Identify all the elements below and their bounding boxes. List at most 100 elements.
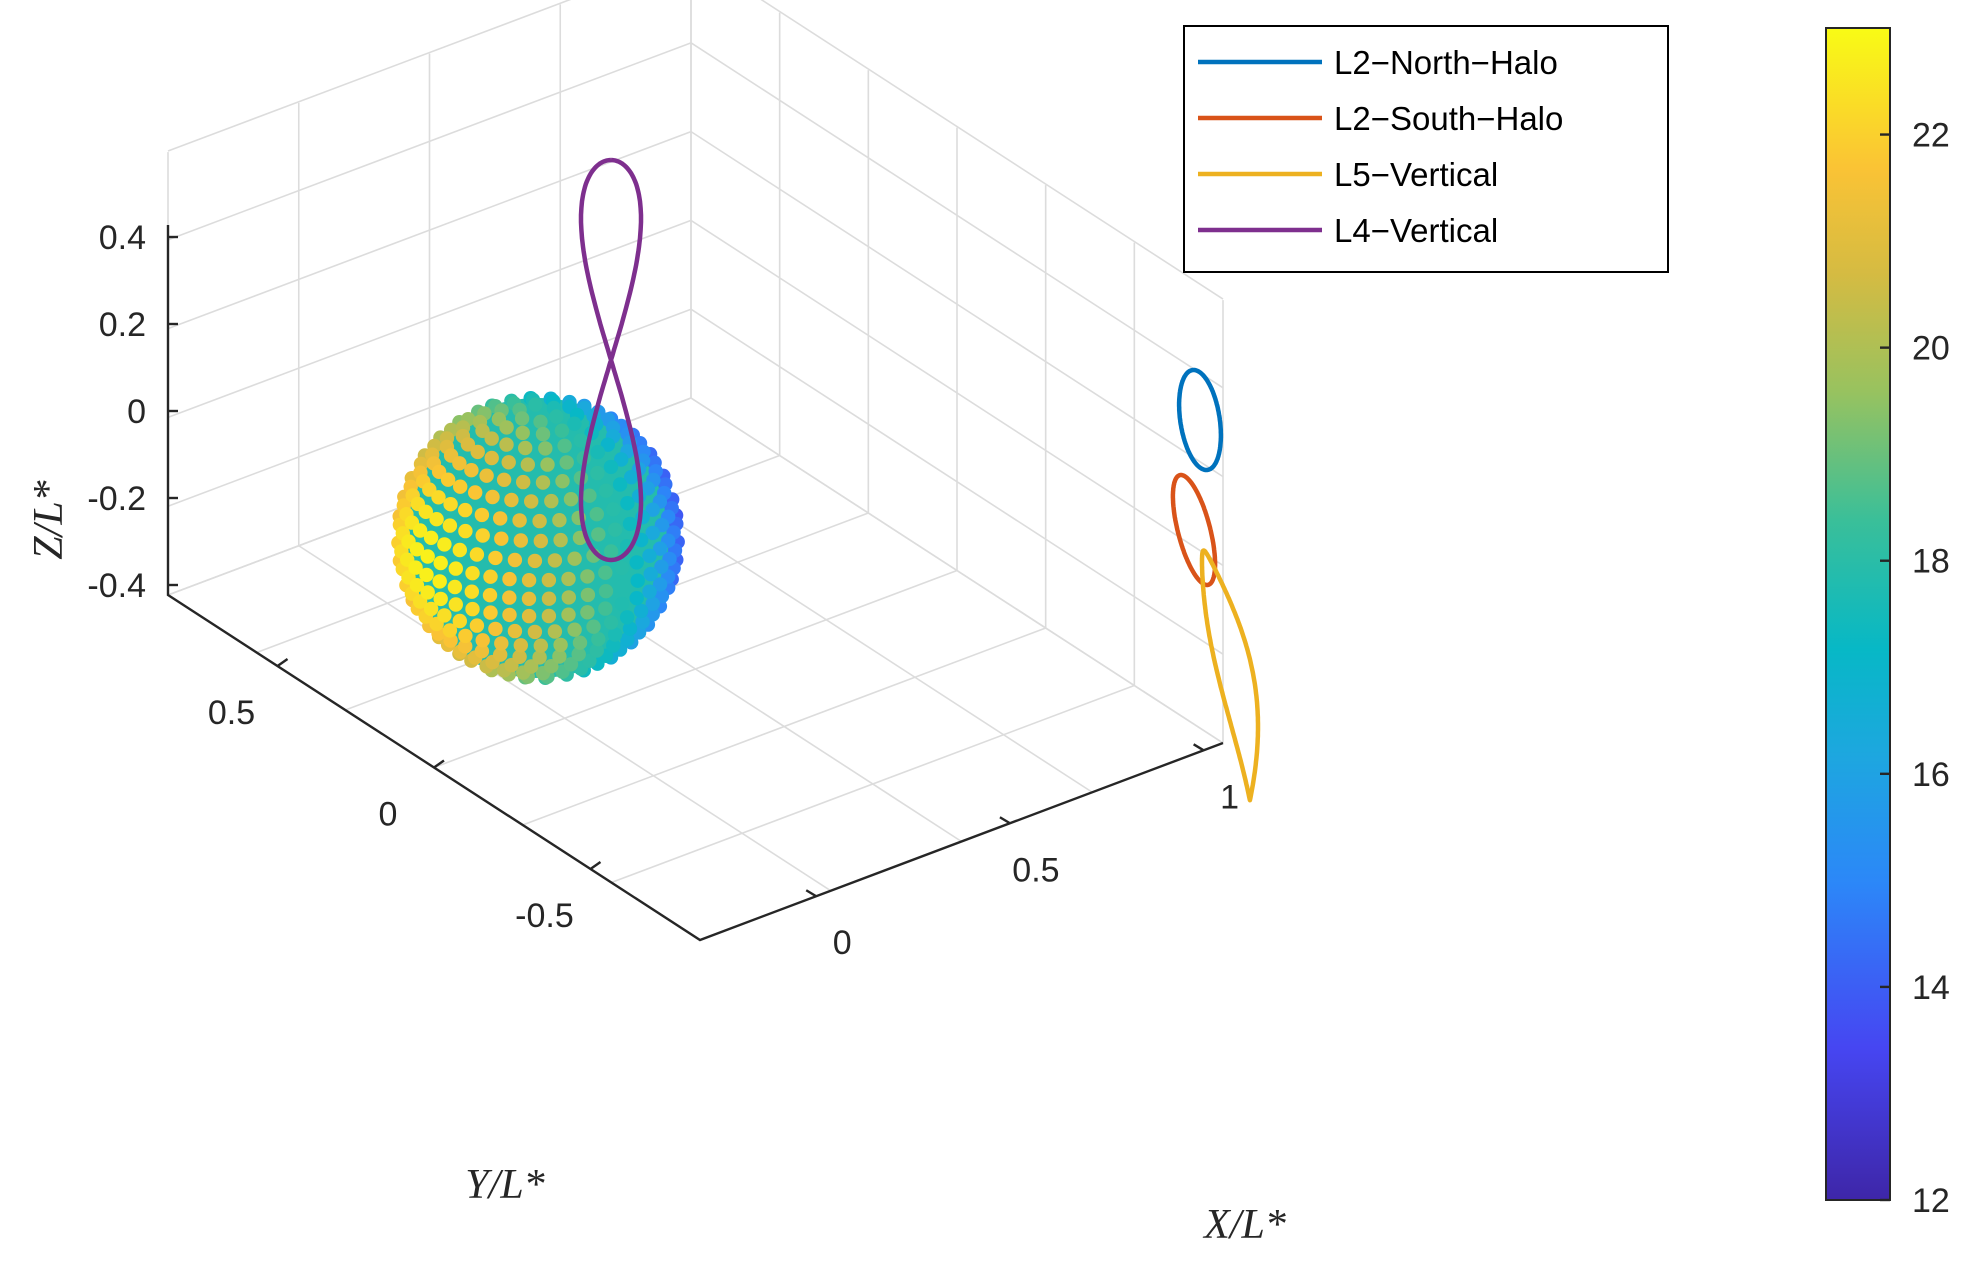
sphere-point <box>633 603 649 619</box>
sphere-point <box>484 450 499 466</box>
sphere-point <box>532 513 547 529</box>
sphere-point <box>520 457 535 472</box>
sphere-point <box>458 502 473 518</box>
sphere-point <box>540 457 555 472</box>
sphere-point <box>573 433 588 448</box>
series-line <box>578 157 644 563</box>
sphere-point <box>652 577 668 592</box>
sphere-point <box>493 647 508 662</box>
sphere-point <box>549 409 564 424</box>
sphere-point <box>514 411 530 426</box>
series-line <box>1176 367 1224 473</box>
sphere-point <box>521 591 537 606</box>
sphere-point <box>642 584 657 599</box>
sphere-point <box>524 494 539 509</box>
sphere-point <box>469 618 485 633</box>
sphere-point <box>624 470 639 485</box>
sphere-point <box>443 497 458 512</box>
sphere-point <box>419 567 434 583</box>
sphere-point <box>600 437 615 452</box>
sphere-point <box>501 455 516 470</box>
sphere-point <box>512 649 527 664</box>
sphere-point <box>521 573 537 588</box>
sphere-point <box>589 507 604 522</box>
sphere-point <box>612 477 628 492</box>
sphere-point <box>516 474 531 490</box>
sphere-point <box>488 550 503 566</box>
sphere-point <box>603 615 619 630</box>
sphere-point <box>420 549 435 564</box>
sphere-point <box>580 605 595 620</box>
sphere-point <box>622 516 638 532</box>
sphere-point <box>591 527 606 542</box>
sphere-point <box>452 456 467 471</box>
sphere-point <box>479 468 494 483</box>
sphere-point <box>412 523 428 538</box>
sphere-point <box>527 624 543 640</box>
sphere-point <box>502 590 517 605</box>
sphere-point <box>485 489 500 505</box>
sphere-point <box>598 584 614 599</box>
sphere-point <box>420 585 435 600</box>
sphere-point <box>447 579 463 595</box>
x-tick-label: 0.5 <box>1012 851 1059 889</box>
sphere-point <box>533 533 548 549</box>
sphere-point <box>553 637 568 653</box>
sphere-point <box>482 588 498 603</box>
sphere-point <box>437 537 452 552</box>
sphere-point <box>603 459 619 475</box>
sphere-point <box>620 496 635 511</box>
sphere-point <box>567 551 582 566</box>
colorbar-tick-label: 16 <box>1912 756 1950 794</box>
sphere-point <box>496 472 512 487</box>
sphere-point <box>448 597 463 612</box>
sphere-point <box>448 561 463 576</box>
sphere-point <box>494 636 509 651</box>
sphere-point <box>563 657 579 672</box>
sphere-point <box>544 493 559 509</box>
sphere-point <box>619 610 635 625</box>
sphere-point <box>474 644 490 659</box>
sphere-point <box>465 601 480 617</box>
orbit-series <box>578 157 1261 803</box>
sphere-point <box>488 621 503 637</box>
sphere-point <box>468 485 483 500</box>
sphere-point <box>535 426 551 442</box>
y-tick-mark <box>589 860 602 870</box>
sphere-point <box>409 542 425 557</box>
legend: L2−North−Halo L2−South−Halo L5−Vertical L4−… <box>1183 25 1669 273</box>
sphere-point <box>614 596 630 612</box>
colorbar-tick-label: 20 <box>1912 330 1950 368</box>
sphere-point <box>547 624 563 639</box>
sphere-point <box>541 608 557 624</box>
z-tick-label: 0.4 <box>99 219 146 257</box>
sphere-point <box>580 587 596 603</box>
x-tick-mark <box>1193 743 1205 752</box>
sphere-point <box>652 541 668 556</box>
sphere-point <box>499 437 514 452</box>
sphere-point <box>513 638 528 653</box>
sphere-point <box>554 423 570 438</box>
sphere-point <box>458 639 473 654</box>
x-tick-label: 0 <box>833 924 852 962</box>
sphere-point <box>433 591 448 607</box>
sphere-point <box>582 653 597 668</box>
sphere-point <box>533 638 548 653</box>
sphere-point <box>470 444 485 460</box>
sphere-point <box>567 416 582 431</box>
sphere-point <box>527 553 543 569</box>
sphere-point <box>572 635 588 650</box>
sphere-point <box>580 569 595 584</box>
grid-line <box>760 0 1224 300</box>
sphere-point <box>431 490 446 505</box>
sphere-point <box>606 638 621 653</box>
sphere-point <box>437 608 452 623</box>
sphere-point <box>502 607 517 623</box>
colorbar-tick-label: 14 <box>1912 969 1950 1007</box>
sphere-point <box>521 608 537 624</box>
sphere-point <box>591 632 606 647</box>
legend-label: L2−North−Halo <box>1334 44 1558 81</box>
sphere-point <box>642 548 657 563</box>
sphere-point <box>607 627 623 642</box>
sphere-point <box>484 431 499 446</box>
